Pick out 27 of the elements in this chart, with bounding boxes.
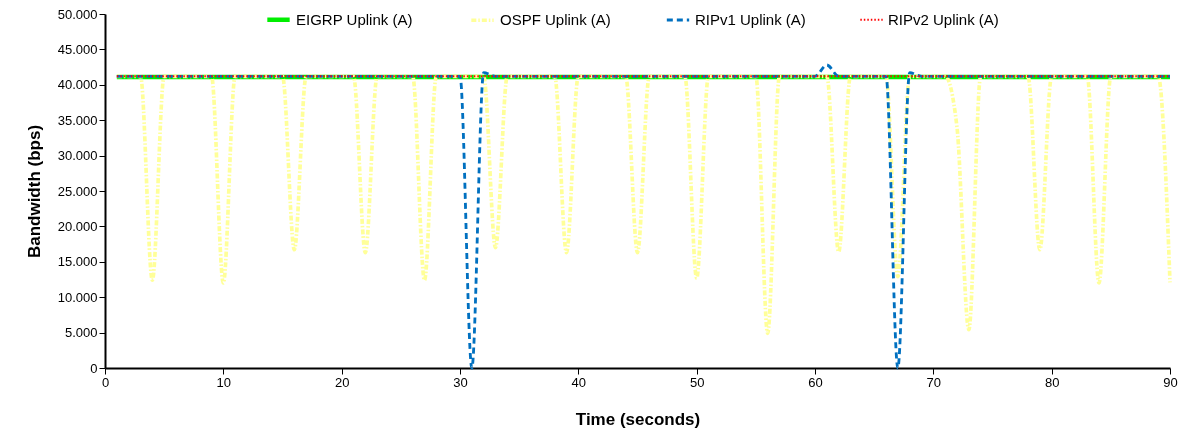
y-tick-label: 20.000 (57, 218, 98, 234)
y-axis-title: Bandwidth (bps) (24, 124, 44, 259)
y-tick-label: 30.000 (57, 148, 98, 164)
x-tick-label: 40 (571, 374, 587, 390)
x-tick-label: 0 (101, 374, 110, 390)
y-tick-label: 35.000 (57, 112, 98, 128)
y-tick-label: 0 (90, 360, 98, 376)
y-tick-label: 40.000 (57, 77, 98, 93)
y-tick-label: 15.000 (57, 254, 98, 270)
legend-label: OSPF Uplink (A) (500, 11, 611, 29)
x-tick-label: 50 (689, 374, 705, 390)
x-tick-label: 80 (1044, 374, 1060, 390)
y-tick-label: 25.000 (57, 183, 98, 199)
y-tick-label: 5.000 (64, 325, 98, 341)
x-tick-label: 90 (1163, 374, 1178, 390)
x-tick-label: 30 (453, 374, 468, 390)
legend-label: RIPv2 Uplink (A) (888, 10, 999, 28)
x-axis-title: Time (seconds) (575, 409, 701, 429)
y-tick-label: 45.000 (57, 41, 98, 57)
x-tick-label: 70 (926, 374, 942, 390)
x-tick-label: 60 (808, 374, 823, 390)
x-tick-label: 20 (334, 374, 350, 390)
legend-label: EIGRP Uplink (A) (296, 10, 413, 28)
legend-label: RIPv1 Uplink (A) (695, 11, 806, 28)
y-tick-label: 10.000 (57, 289, 98, 305)
x-tick-label: 10 (216, 374, 232, 390)
y-tick-label: 50.000 (57, 6, 98, 22)
